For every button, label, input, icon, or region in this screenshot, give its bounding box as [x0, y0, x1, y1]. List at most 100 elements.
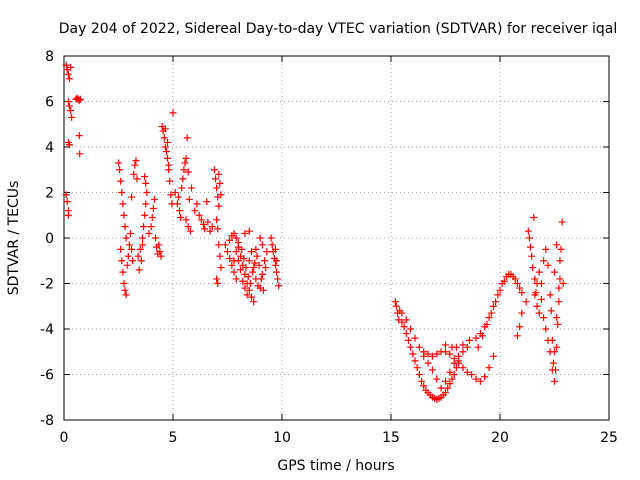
- data-point-marker: [126, 229, 134, 237]
- data-point-marker: [179, 175, 187, 183]
- data-point-marker: [398, 318, 406, 326]
- data-point-marker: [128, 193, 136, 201]
- data-point-marker: [141, 173, 149, 181]
- data-point-marker: [191, 207, 199, 215]
- data-point-marker: [522, 298, 530, 306]
- data-point-marker: [274, 275, 282, 283]
- data-point-marker: [442, 348, 449, 356]
- data-point-marker: [234, 239, 242, 247]
- data-point-marker: [505, 270, 513, 278]
- data-point-marker: [117, 245, 125, 253]
- data-point-marker: [509, 273, 517, 281]
- data-point-marker: [250, 264, 258, 272]
- data-point-marker: [455, 352, 463, 360]
- data-point-marker: [188, 184, 196, 192]
- data-point-marker: [238, 245, 246, 253]
- data-point-marker: [548, 366, 556, 374]
- data-point-marker: [555, 298, 563, 306]
- data-point-marker: [249, 268, 257, 276]
- data-point-marker: [542, 245, 550, 253]
- data-point-marker: [132, 157, 140, 165]
- data-point-marker: [481, 373, 489, 381]
- data-point-marker: [214, 225, 222, 233]
- data-point-marker: [273, 268, 281, 276]
- data-point-marker: [156, 248, 164, 256]
- data-point-marker: [230, 268, 238, 276]
- data-point-marker: [556, 275, 564, 283]
- data-point-marker: [540, 314, 548, 322]
- data-point-marker: [411, 357, 419, 365]
- data-point-marker: [468, 371, 476, 378]
- data-point-marker: [433, 350, 441, 358]
- data-point-marker: [555, 284, 563, 292]
- data-point-marker: [203, 198, 211, 206]
- data-point-marker: [173, 200, 181, 208]
- data-point-marker: [133, 175, 141, 183]
- data-point-marker: [553, 314, 561, 322]
- data-point-marker: [147, 223, 155, 231]
- data-point-marker: [437, 384, 445, 392]
- data-point-marker: [452, 343, 460, 351]
- data-point-marker: [142, 200, 150, 208]
- data-point-marker: [546, 291, 554, 299]
- y-tick-labels: -8 -6 -4 -2 0 2 4 6 8: [40, 49, 54, 429]
- data-point-marker: [150, 195, 158, 203]
- data-point-marker: [252, 245, 260, 253]
- data-point-marker: [171, 189, 179, 196]
- data-point-marker: [489, 302, 497, 310]
- x-tick-label: 20: [491, 430, 509, 446]
- data-point-marker: [275, 282, 283, 290]
- data-point-marker: [263, 248, 271, 256]
- data-points: [62, 61, 567, 404]
- data-point-marker: [253, 252, 261, 260]
- data-point-marker: [474, 343, 482, 351]
- data-point-marker: [531, 291, 539, 299]
- data-point-marker: [547, 307, 555, 315]
- data-point-marker: [67, 107, 75, 115]
- data-point-marker: [516, 323, 524, 331]
- data-point-marker: [62, 191, 70, 199]
- data-point-marker: [446, 368, 454, 376]
- data-point-marker: [215, 241, 223, 249]
- data-point-marker: [217, 191, 225, 199]
- data-point-marker: [182, 216, 190, 224]
- data-point-marker: [129, 257, 137, 265]
- data-point-marker: [167, 191, 175, 199]
- data-point-marker: [136, 245, 144, 253]
- data-point-marker: [415, 343, 423, 351]
- data-point-marker: [115, 159, 122, 167]
- data-point-marker: [553, 343, 561, 351]
- data-point-marker: [459, 341, 467, 349]
- data-point-marker: [273, 257, 281, 265]
- data-point-marker: [485, 314, 493, 322]
- data-point-marker: [149, 204, 157, 212]
- data-point-marker: [131, 161, 139, 169]
- data-point-marker: [76, 150, 84, 158]
- data-point-marker: [551, 348, 558, 356]
- data-point-marker: [241, 284, 249, 292]
- x-tick-label: 0: [60, 430, 69, 446]
- data-point-marker: [120, 211, 128, 219]
- data-point-marker: [250, 298, 258, 306]
- data-point-marker: [65, 102, 73, 110]
- data-point-marker: [476, 377, 484, 385]
- data-point-marker: [537, 295, 545, 303]
- data-point-marker: [184, 223, 192, 231]
- data-point-marker: [193, 200, 201, 208]
- x-tick-label: 10: [273, 430, 291, 446]
- data-point-marker: [138, 234, 146, 242]
- data-point-marker: [116, 166, 124, 174]
- data-point-marker: [485, 364, 493, 372]
- data-point-marker: [65, 141, 73, 149]
- y-tick-label: 6: [45, 95, 54, 111]
- data-point-marker: [398, 309, 406, 317]
- data-point-marker: [428, 352, 436, 360]
- data-point-marker: [554, 320, 562, 328]
- data-point-marker: [418, 377, 426, 385]
- data-point-marker: [124, 252, 132, 260]
- y-tick-label: -2: [40, 277, 54, 293]
- data-point-marker: [157, 252, 165, 260]
- data-point-marker: [232, 275, 240, 283]
- data-point-marker: [557, 245, 565, 253]
- x-tick-label: 25: [600, 430, 618, 446]
